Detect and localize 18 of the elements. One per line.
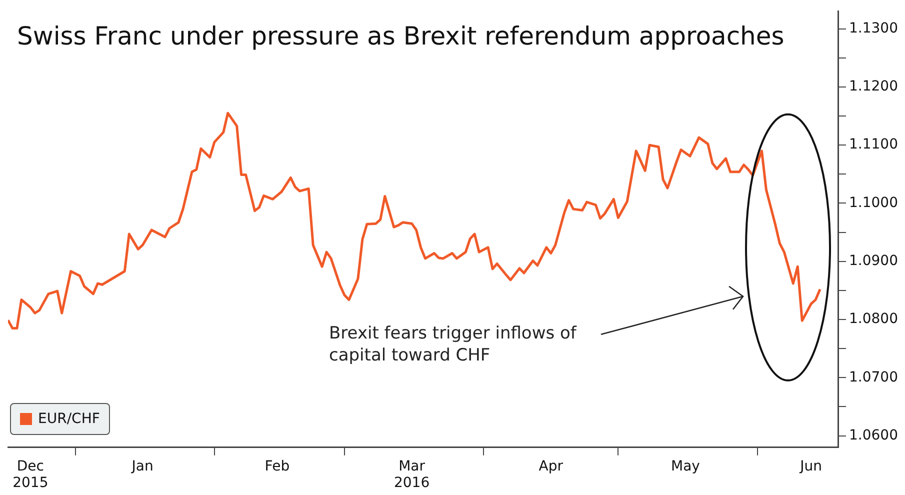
y-tick-label: 1.0600: [849, 427, 898, 444]
y-tick-label: 1.1000: [849, 194, 898, 211]
x-tick-label: Jun: [799, 458, 822, 474]
x-tick-label: Apr: [538, 458, 564, 474]
annotation: Brexit fears trigger inflows of capital toward CHF: [329, 323, 578, 366]
y-tick-label: 1.1200: [849, 78, 898, 95]
chart-title: Swiss Franc under pressure as Brexit referendum approaches: [17, 21, 784, 50]
y-tick-label: 1.1100: [849, 136, 898, 153]
y-tick-label: 1.0900: [849, 253, 898, 270]
x-tick-label: Dec 2015: [12, 458, 48, 492]
x-tick-label: Feb: [264, 458, 290, 474]
x-tick-label: Mar 2016: [394, 458, 430, 492]
legend-label: EUR/CHF: [38, 411, 100, 428]
y-tick-label: 1.0800: [849, 311, 898, 328]
y-tick-label: 1.0700: [849, 369, 898, 386]
x-tick-label: May: [670, 458, 700, 474]
x-tick-label: Jan: [130, 458, 154, 474]
y-tick-label: 1.1300: [849, 20, 898, 36]
